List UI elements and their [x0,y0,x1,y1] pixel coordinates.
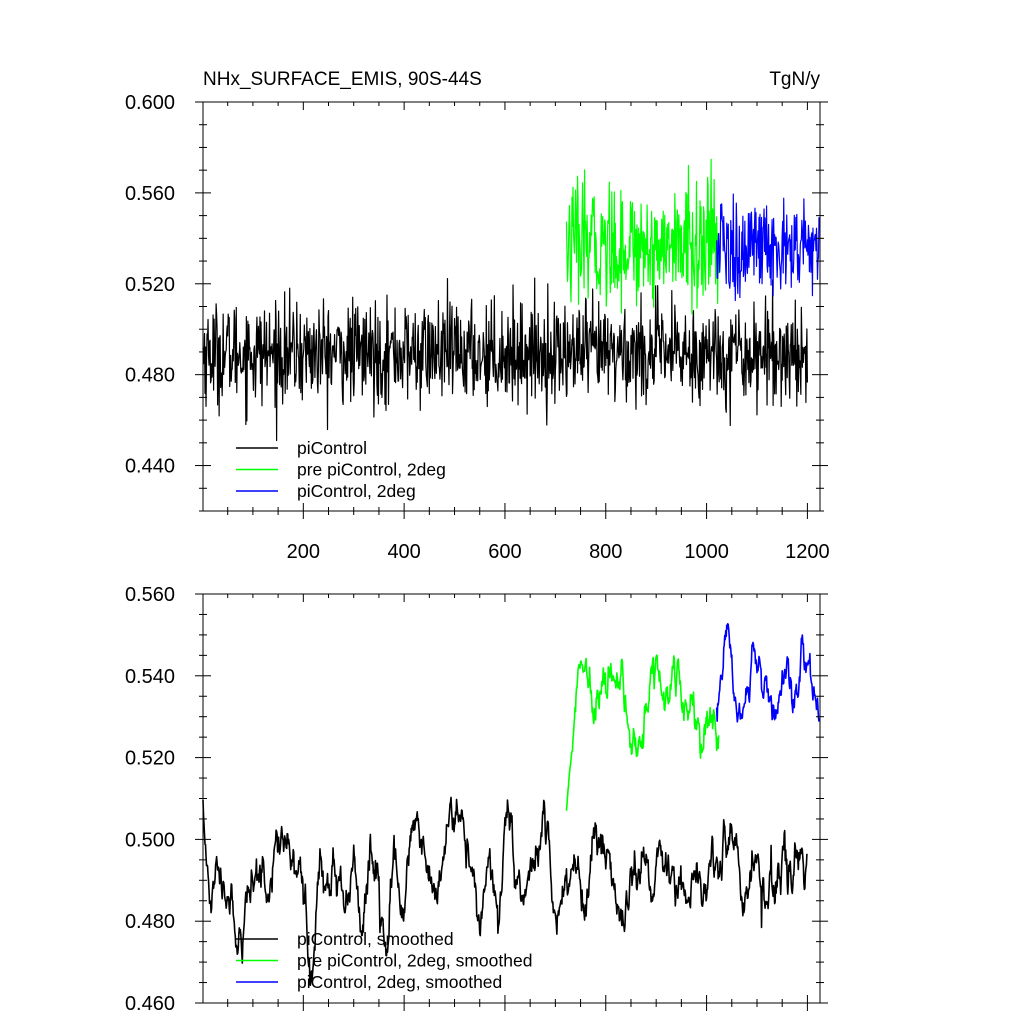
y-tick-label: 0.560 [125,584,175,606]
x-tick-label: 600 [488,541,521,563]
legend-label: pre piControl, 2deg [297,460,446,480]
x-tick-label: 1000 [684,541,729,563]
series-line-pre-picontrol-2deg-smoothed [565,654,720,811]
series-line-picontrol-2deg-smoothed [715,623,820,723]
series-line-picontrol-2deg [716,193,820,302]
series-line-picontrol-smoothed [202,796,808,987]
bottom-plot-area: 0.460 0.480 0.500 0.520 0.540 0.560 piControl,… [125,584,828,1015]
legend-label: piControl, smoothed [297,929,454,949]
top-panel-units: TgN/y [769,69,820,90]
y-tick-label: 0.460 [125,993,175,1015]
x-tick-label: 400 [387,541,420,563]
legend-label: piControl [297,438,367,458]
y-tick-label: 0.440 [125,456,175,478]
y-tick-label: 0.500 [125,829,175,851]
series-line-pre-picontrol-2deg [565,158,720,315]
top-panel-title: NHx_SURFACE_EMIS, 90S-44S [203,69,482,90]
y-tick-label: 0.480 [125,365,175,387]
top-plot-area: 200 400 600 800 1000 1200 0.440 0.480 0.520 0.560… [125,92,830,563]
series-line-picontrol [202,277,808,442]
x-tick-label: 800 [589,541,622,563]
y-tick-label: 0.520 [125,748,175,770]
top-panel: NHx_SURFACE_EMIS, 90S-44S TgN/y 200 400 60… [125,69,830,563]
legend-label: piControl, 2deg [297,481,416,501]
x-tick-label: 1200 [785,541,830,563]
y-tick-label: 0.540 [125,666,175,688]
y-tick-label: 0.480 [125,911,175,933]
y-tick-label: 0.600 [125,92,175,114]
legend-label: pre piControl, 2deg, smoothed [297,951,532,971]
legend-label: piControl, 2deg, smoothed [297,972,502,992]
x-tick-label: 200 [287,541,320,563]
y-tick-label: 0.520 [125,274,175,296]
y-tick-label: 0.560 [125,183,175,205]
bottom-panel: 0.460 0.480 0.500 0.520 0.540 0.560 piControl,… [125,584,828,1015]
